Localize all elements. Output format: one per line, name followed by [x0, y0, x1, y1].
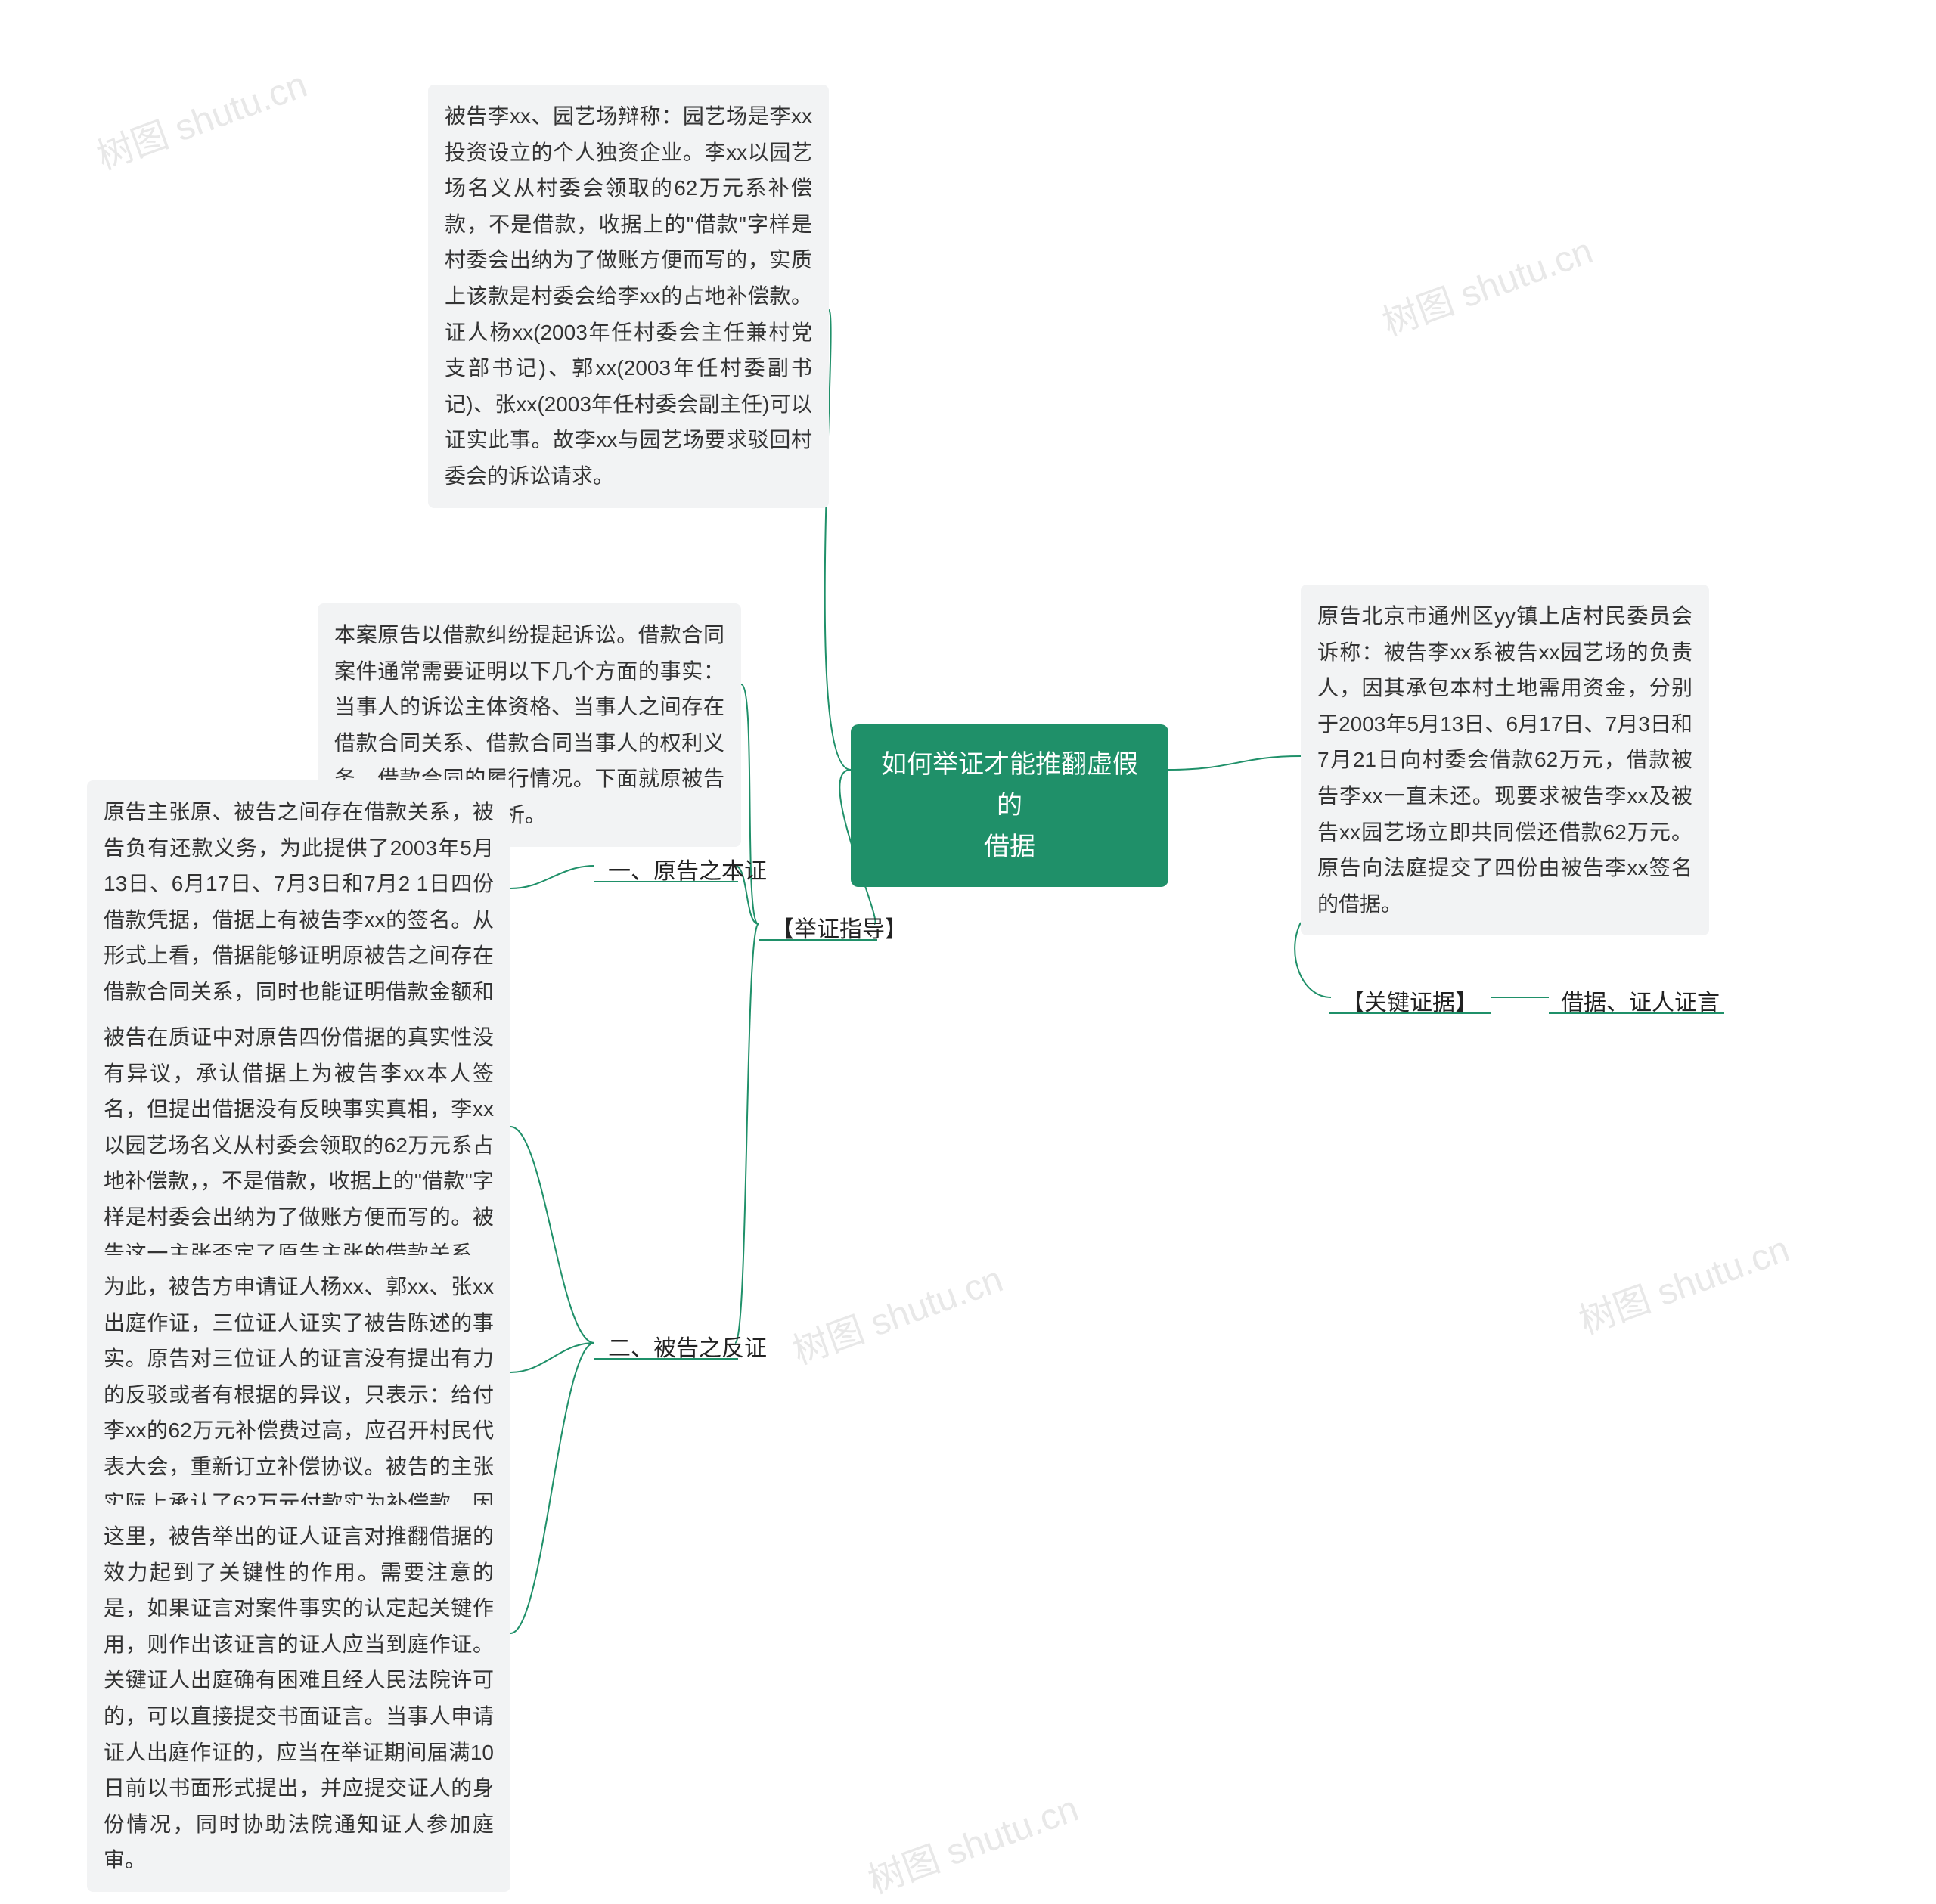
center-topic[interactable]: 如何举证才能推翻虚假的 借据: [851, 724, 1168, 887]
section2-p3[interactable]: 这里，被告举出的证人证言对推翻借据的效力起到了关键性的作用。需要注意的是，如果证…: [87, 1505, 510, 1892]
plaintiff-claim-box[interactable]: 原告北京市通州区yy镇上店村民委员会诉称：被告李xx系被告xx园艺场的负责人，因…: [1301, 585, 1709, 935]
defendant-defense-box[interactable]: 被告李xx、园艺场辩称：园艺场是李xx投资设立的个人独资企业。李xx以园艺场名义…: [428, 85, 829, 508]
center-title-l1: 如何举证才能推翻虚假的: [881, 750, 1138, 820]
key-evidence-label[interactable]: 【关键证据】: [1331, 978, 1488, 1028]
watermark: 树图 shutu.cn: [860, 1778, 1084, 1903]
key-evidence-value: 借据、证人证言: [1550, 978, 1730, 1028]
watermark: 树图 shutu.cn: [1374, 221, 1599, 346]
section1-label[interactable]: 一、原告之本证: [597, 846, 777, 897]
watermark: 树图 shutu.cn: [784, 1249, 1009, 1374]
evidence-guide-label[interactable]: 【举证指导】: [761, 904, 918, 955]
section2-label[interactable]: 二、被告之反证: [597, 1323, 777, 1374]
watermark: 树图 shutu.cn: [88, 54, 313, 179]
watermark: 树图 shutu.cn: [1571, 1219, 1795, 1344]
center-title-l2: 借据: [984, 833, 1035, 861]
